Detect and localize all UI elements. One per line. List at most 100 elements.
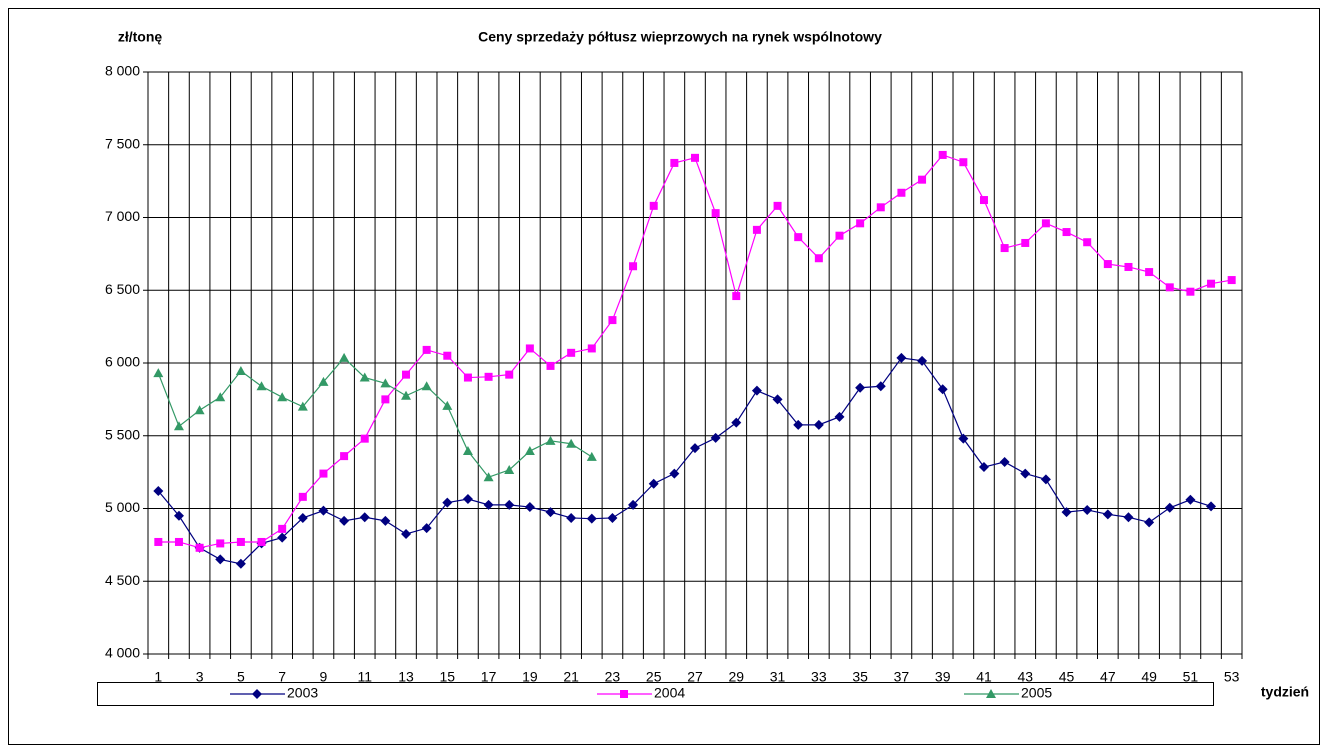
marker: [629, 262, 638, 271]
marker: [277, 392, 288, 402]
x-tick-label: 5: [237, 669, 245, 685]
marker: [505, 370, 514, 379]
marker: [917, 355, 928, 366]
marker: [154, 537, 163, 546]
marker: [359, 372, 370, 382]
marker: [443, 351, 452, 360]
marker: [1061, 507, 1072, 518]
marker: [586, 513, 597, 524]
legend-box: [97, 682, 1214, 706]
marker: [1083, 238, 1092, 247]
marker: [835, 231, 844, 240]
marker: [318, 505, 329, 516]
marker: [710, 432, 721, 443]
marker: [401, 528, 412, 539]
marker: [731, 417, 742, 428]
marker: [918, 175, 927, 184]
marker: [793, 419, 804, 430]
y-tick-label: 6 000: [105, 354, 140, 370]
marker: [813, 419, 824, 430]
marker: [794, 233, 803, 242]
x-tick-label: 31: [770, 669, 786, 685]
marker: [620, 690, 628, 698]
marker: [462, 494, 473, 505]
marker: [236, 537, 245, 546]
marker: [772, 394, 783, 405]
marker: [442, 497, 453, 508]
marker: [1082, 504, 1093, 515]
marker: [751, 385, 762, 396]
y-tick-label: 5 000: [105, 499, 140, 515]
x-tick-label: 47: [1100, 669, 1116, 685]
marker: [938, 150, 947, 159]
marker: [1227, 276, 1236, 285]
marker: [1206, 501, 1217, 512]
x-tick-label: 43: [1017, 669, 1033, 685]
x-tick-label: 35: [852, 669, 868, 685]
marker: [649, 201, 658, 210]
marker: [1040, 474, 1051, 485]
y-tick-label: 4 500: [105, 572, 140, 588]
x-tick-label: 29: [728, 669, 744, 685]
marker: [380, 515, 391, 526]
marker: [855, 382, 866, 393]
marker: [978, 462, 989, 473]
x-tick-label: 3: [196, 669, 204, 685]
marker: [566, 438, 577, 448]
marker: [999, 456, 1010, 467]
series-line: [157, 357, 593, 478]
marker: [339, 515, 350, 526]
marker: [545, 435, 556, 445]
marker: [194, 405, 205, 415]
marker: [235, 558, 246, 569]
marker: [896, 352, 907, 363]
marker: [256, 381, 267, 391]
marker: [1041, 219, 1050, 228]
x-tick-label: 21: [563, 669, 579, 685]
x-tick-label: 11: [357, 669, 372, 685]
marker: [319, 469, 328, 478]
x-axis-label: tydzień: [1261, 684, 1309, 700]
x-tick-label: 7: [278, 669, 286, 685]
marker: [1020, 468, 1031, 479]
marker: [1021, 238, 1030, 247]
marker: [834, 411, 845, 422]
y-tick-label: 5 500: [105, 426, 140, 442]
marker: [1186, 287, 1195, 296]
x-tick-label: 25: [646, 669, 662, 685]
marker: [608, 316, 617, 325]
marker: [215, 392, 226, 402]
chart-title: Ceny sprzedaży półtusz wieprzowych na ry…: [478, 29, 882, 45]
marker: [959, 158, 968, 167]
marker: [422, 345, 431, 354]
marker: [567, 348, 576, 357]
marker: [174, 537, 183, 546]
marker: [525, 344, 534, 353]
x-tick-label: 9: [320, 669, 328, 685]
marker: [504, 499, 515, 510]
marker: [1164, 502, 1175, 513]
marker: [173, 510, 184, 521]
x-tick-label: 15: [440, 669, 456, 685]
marker: [669, 468, 680, 479]
marker: [670, 158, 679, 167]
y-tick-label: 4 000: [105, 645, 140, 661]
y-tick-label: 7 000: [105, 208, 140, 224]
marker: [318, 376, 329, 386]
marker: [297, 401, 308, 411]
marker: [504, 464, 515, 474]
marker: [958, 433, 969, 444]
marker: [1102, 509, 1113, 520]
marker: [773, 201, 782, 210]
x-tick-label: 1: [154, 669, 162, 685]
marker: [1123, 512, 1134, 523]
marker: [1145, 268, 1154, 277]
marker: [814, 254, 823, 263]
x-tick-label: 27: [687, 669, 703, 685]
marker: [340, 452, 349, 461]
marker: [711, 209, 720, 218]
marker: [298, 492, 307, 501]
marker: [875, 381, 886, 392]
marker: [442, 400, 453, 410]
marker: [462, 446, 473, 456]
